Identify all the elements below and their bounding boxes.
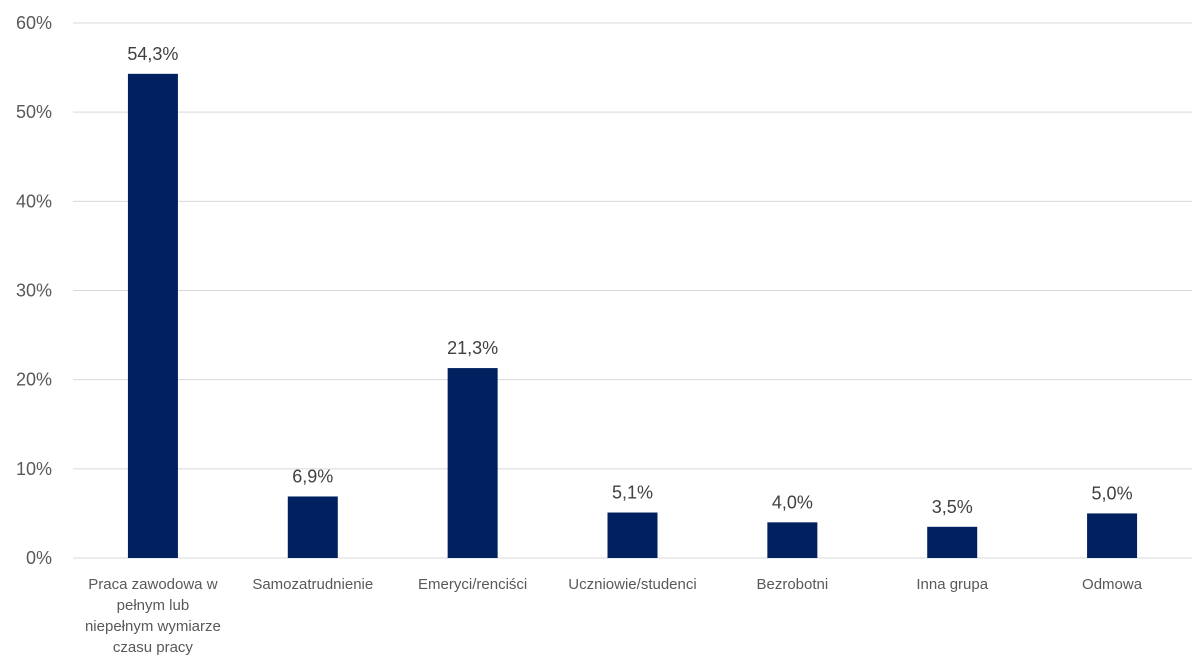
y-tick-label: 40% <box>16 191 52 211</box>
bar <box>127 73 178 558</box>
x-axis-tick-labels: Praca zawodowa w pełnym lub niepełnym wymi… <box>85 576 1143 656</box>
x-tick-label: Emeryci/renciści <box>418 576 527 593</box>
x-tick-label-line: Praca zawodowa w <box>88 576 217 593</box>
x-tick-label-line: pełnym lub <box>117 597 190 614</box>
data-labels: 54,3% 6,9% 21,3% 5,1% 4,0% 3,5% 5,0% <box>127 44 1132 517</box>
bar <box>607 512 658 558</box>
y-tick-label: 20% <box>16 370 52 390</box>
data-label: 4,0% <box>772 492 813 512</box>
data-label: 5,1% <box>612 483 653 503</box>
x-tick-label-line: Emeryci/renciści <box>418 576 527 593</box>
y-tick-label: 30% <box>16 281 52 301</box>
x-tick-label: Praca zawodowa w pełnym lub niepełnym wymi… <box>85 576 221 656</box>
data-label: 6,9% <box>292 466 333 486</box>
x-tick-label-line: Bezrobotni <box>756 576 828 593</box>
y-tick-label: 50% <box>16 102 52 122</box>
bar <box>927 526 978 558</box>
y-tick-label: 60% <box>16 13 52 33</box>
y-tick-label: 10% <box>16 459 52 479</box>
y-tick-label: 0% <box>26 548 52 568</box>
x-tick-label-line: Samozatrudnienie <box>252 576 373 593</box>
bar <box>447 368 498 558</box>
bar <box>1087 513 1138 558</box>
x-tick-label: Samozatrudnienie <box>252 576 373 593</box>
gridlines <box>73 22 1192 559</box>
x-tick-label: Bezrobotni <box>756 576 828 593</box>
x-tick-label-line: czasu pracy <box>113 639 194 656</box>
data-label: 3,5% <box>932 497 973 517</box>
y-axis-tick-labels: 0% 10% 20% 30% 40% 50% 60% <box>16 13 52 568</box>
x-tick-label-line: Odmowa <box>1082 576 1143 593</box>
x-tick-label: Uczniowie/studenci <box>568 576 696 593</box>
x-tick-label-line: niepełnym wymiarze <box>85 618 221 635</box>
x-tick-label-line: Uczniowie/studenci <box>568 576 696 593</box>
data-label: 5,0% <box>1092 483 1133 503</box>
data-label: 21,3% <box>447 338 498 358</box>
x-tick-label: Inna grupa <box>916 576 988 593</box>
bar <box>767 522 818 558</box>
x-tick-label: Odmowa <box>1082 576 1143 593</box>
bars <box>127 73 1138 558</box>
x-tick-label-line: Inna grupa <box>916 576 988 593</box>
bar <box>287 496 338 558</box>
data-label: 54,3% <box>127 44 178 64</box>
